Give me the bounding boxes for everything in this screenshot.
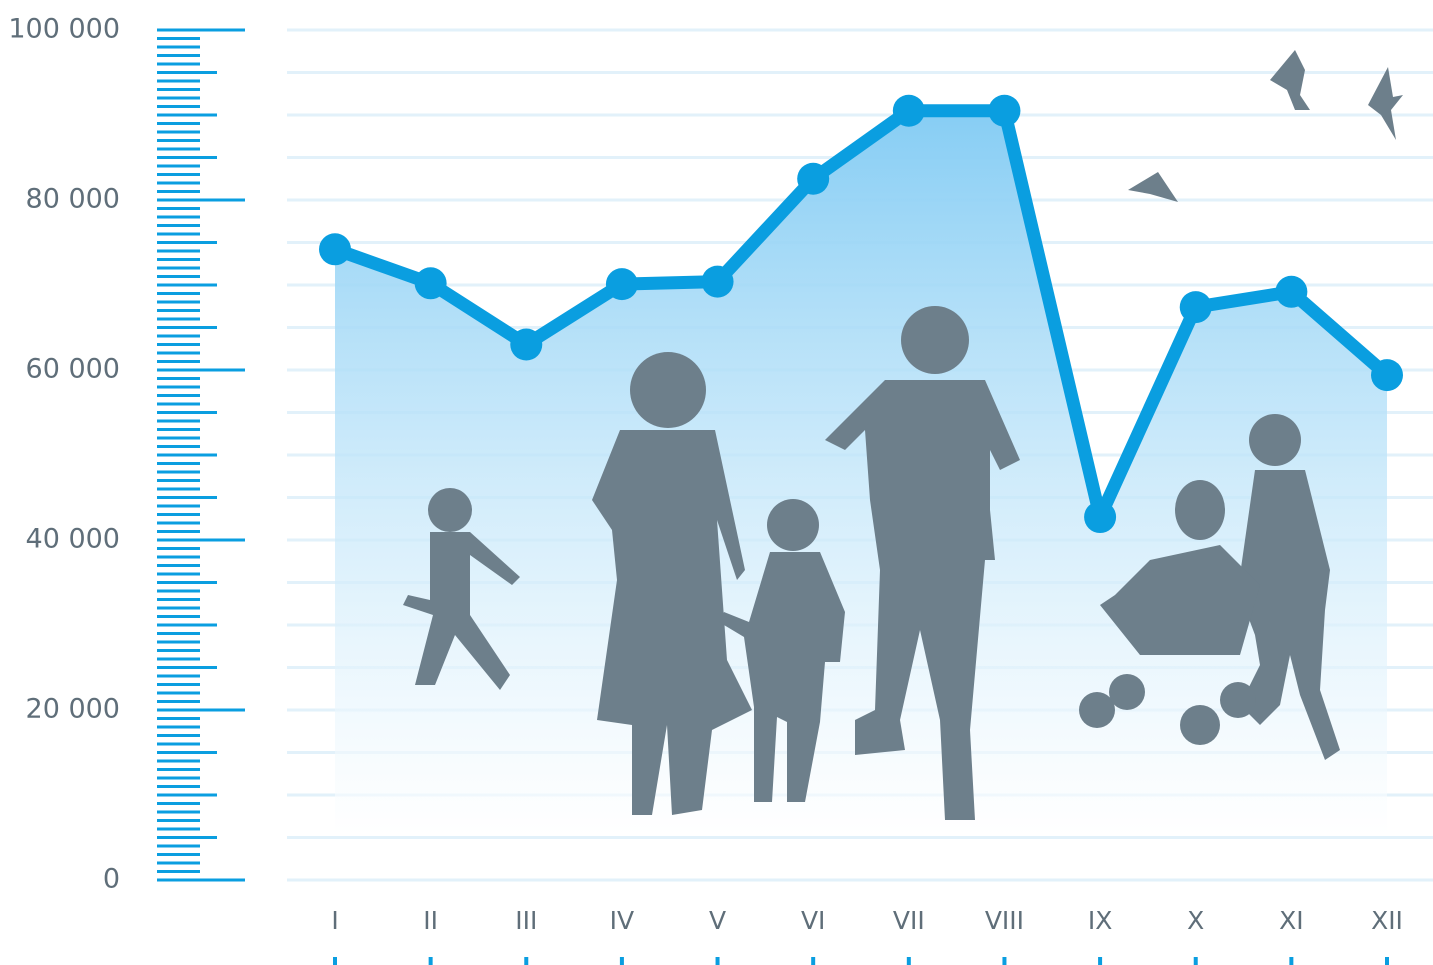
marker [893,95,925,127]
x-tick-label: XI [1279,906,1304,935]
marker [510,329,542,361]
x-tick-label: II [423,906,438,935]
y-tick-label: 60 000 [26,354,120,385]
marker [1275,276,1307,308]
marker [1371,359,1403,391]
x-tick-label: IV [610,906,634,935]
y-tick-label: 100 000 [8,14,120,45]
y-tick-label: 80 000 [26,184,120,215]
chart: 020 00040 00060 00080 000100 000IIIIIIIV… [0,0,1433,965]
marker [319,233,351,265]
marker [988,95,1020,127]
page: {"chart_data": {"type": "line", "categor… [0,0,1433,965]
y-tick-label: 40 000 [26,524,120,555]
x-tick-label: IX [1088,906,1113,935]
marker [702,266,734,298]
y-tick-label: 0 [103,864,120,895]
x-tick-label: VII [893,906,925,935]
x-tick-label: III [515,906,537,935]
x-tick-label: X [1187,906,1204,935]
y-tick-label: 20 000 [26,694,120,725]
marker [1084,501,1116,533]
x-tick-label: V [709,906,726,935]
marker [606,268,638,300]
marker [415,267,447,299]
x-tick-label: VIII [985,906,1024,935]
x-tick-label: I [331,906,338,935]
marker [797,163,829,195]
x-tick-label: VI [801,906,825,935]
x-tick-label: XII [1371,906,1403,935]
marker [1180,291,1212,323]
